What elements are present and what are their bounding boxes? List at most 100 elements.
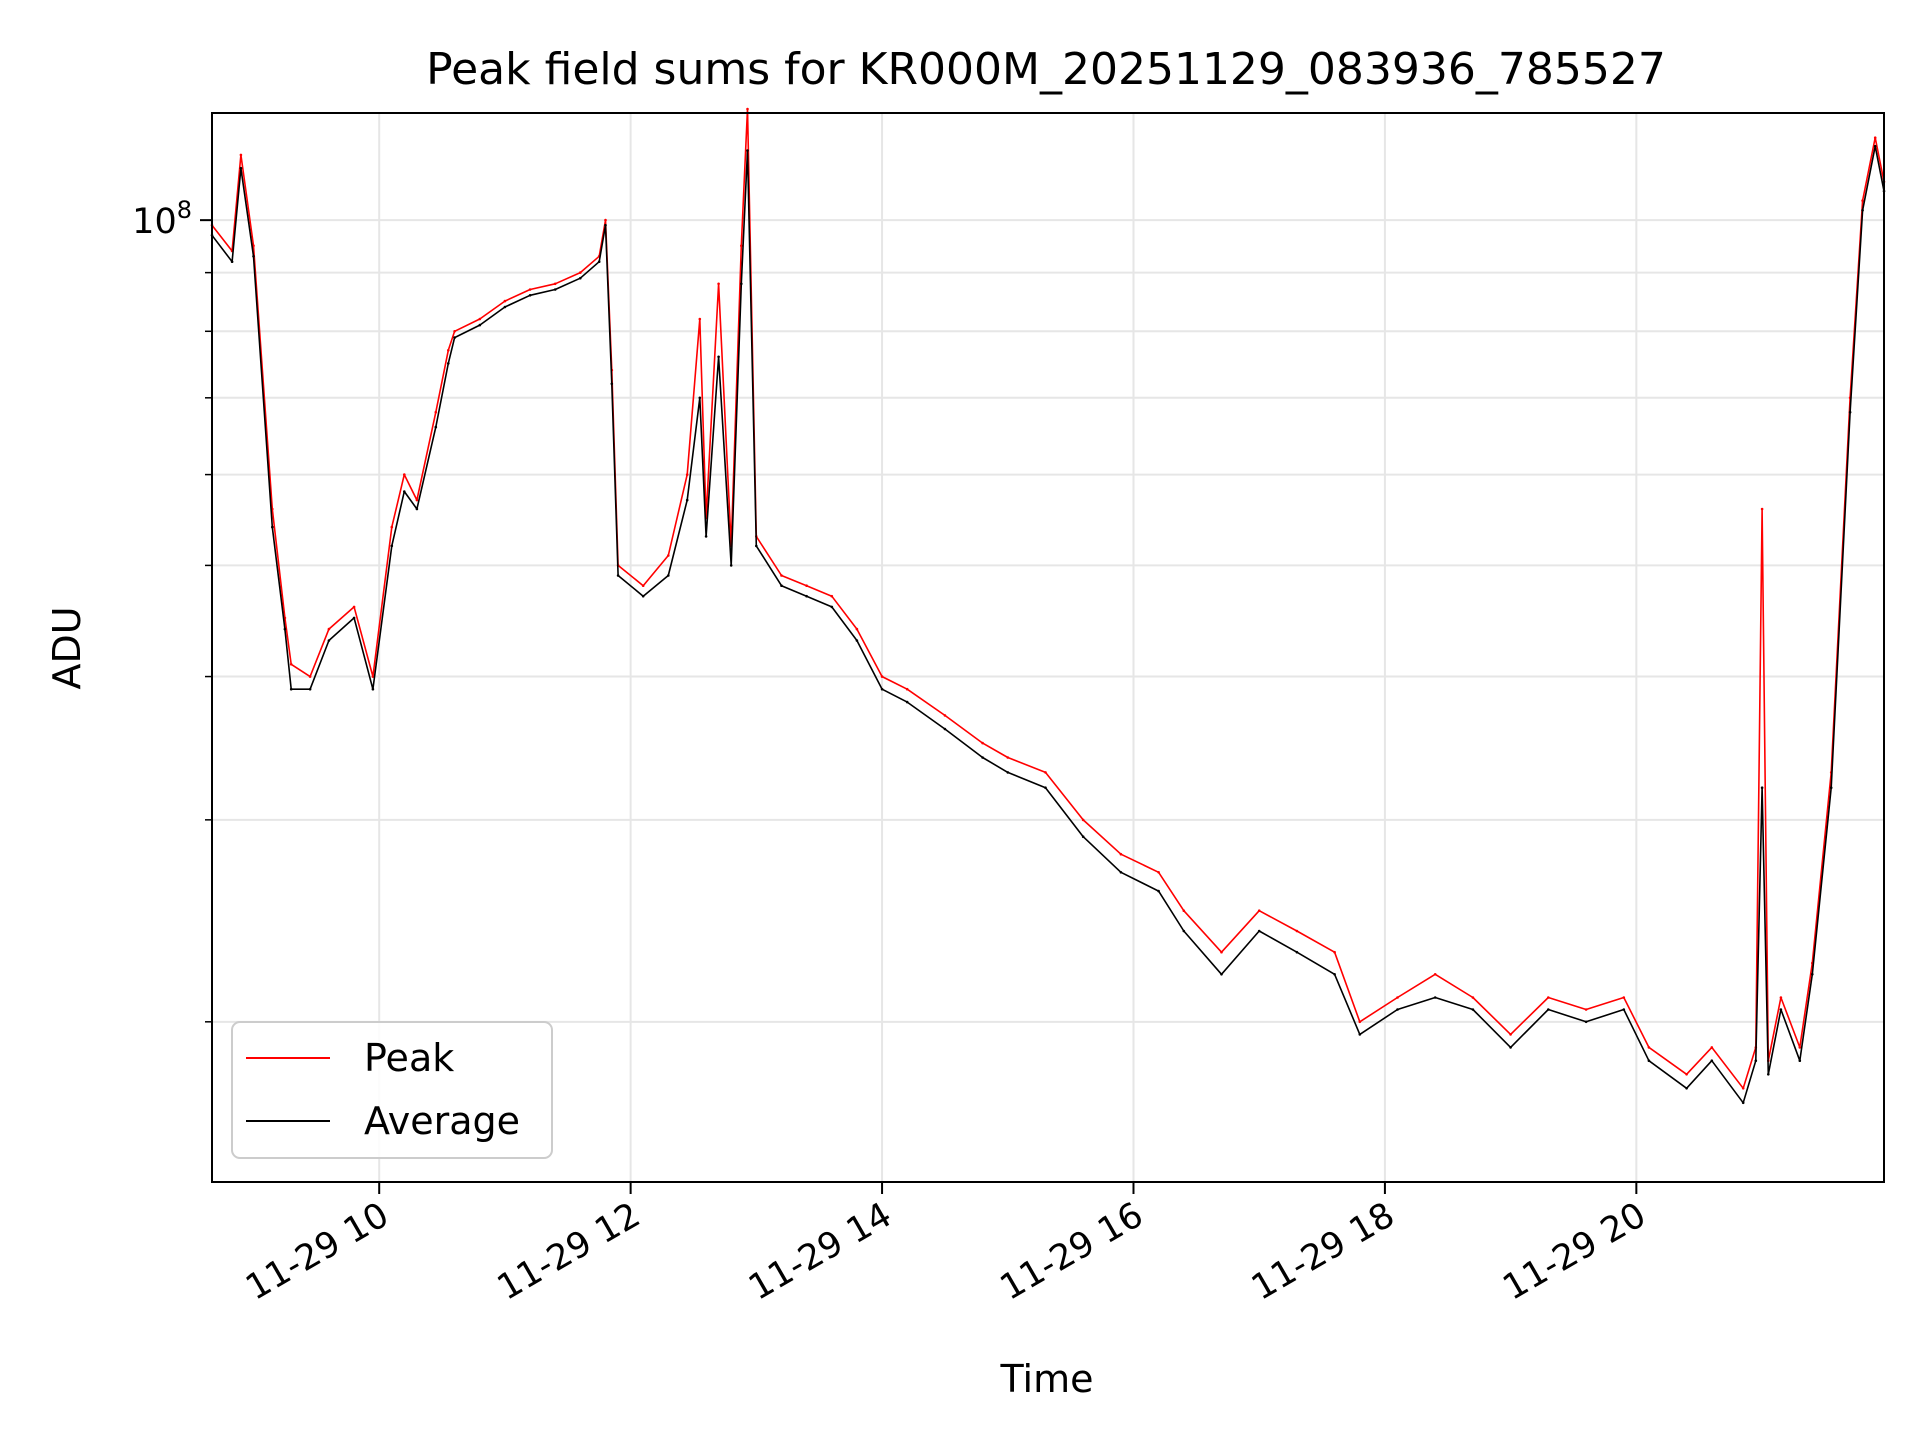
data-point-peak [1182,909,1186,912]
x-axis-ticks: 11-29 10 11-29 12 11-29 14 11-29 16 11-29 18… [239,1182,1653,1308]
data-point-peak [1798,1046,1802,1049]
data-point-average [1433,996,1437,999]
data-point-average [1182,929,1186,933]
data-point-peak [943,714,947,717]
data-point-peak [717,282,720,286]
data-point-average [447,362,450,365]
data-point-peak [880,675,884,678]
data-point-average [610,382,614,386]
data-point-average [371,687,375,691]
data-point-peak [503,299,507,303]
data-point-average [880,687,884,691]
legend-average-label: Average [364,1099,520,1143]
data-point-average [597,260,601,264]
y-axis-ticks: 108 [132,196,212,1023]
data-point-average [805,594,808,598]
data-point-average [271,525,274,529]
data-point-average [1584,1020,1588,1024]
data-point-average [1798,1059,1802,1062]
data-point-average [1471,1008,1475,1011]
data-point-average [1119,871,1123,874]
data-point-average [1741,1101,1745,1105]
data-point-peak [746,107,749,111]
data-point-peak [1333,950,1336,954]
data-point-peak [1471,996,1475,999]
data-point-peak [641,584,645,587]
data-point-average [704,535,708,538]
data-point-peak [239,153,243,157]
data-point-peak [830,594,834,598]
data-point-average [1873,144,1877,148]
data-point-peak [1710,1046,1714,1049]
data-point-peak [1685,1073,1688,1076]
data-point-peak [1006,756,1010,759]
data-point-peak [855,627,859,631]
data-point-average [503,305,507,309]
data-point-average [1647,1059,1651,1062]
data-point-peak [1622,996,1626,999]
data-point-peak [667,554,670,557]
data-point-average [252,254,255,258]
data-point-peak [390,525,394,529]
x-tick-label: 11-29 14 [742,1195,898,1308]
data-point-peak [1547,996,1550,999]
data-point-peak [415,498,419,502]
data-point-peak [740,244,743,247]
data-point-peak [1760,507,1764,511]
plot-area-frame [211,112,1885,1183]
data-point-average [641,594,645,598]
data-point-average [478,323,482,327]
data-point-average [1081,835,1085,838]
data-point-average [1295,950,1299,954]
data-point-average [1157,889,1160,893]
data-point-average [352,616,356,620]
data-point-average [981,756,984,759]
data-point-peak [434,410,438,414]
data-point-average [746,149,749,152]
data-point-average [579,276,582,280]
data-point-average [1861,209,1864,212]
data-point-peak [698,317,702,321]
chart-title: Peak field sums for KR000M_20251129_0839… [426,44,1666,95]
data-point-peak [327,627,331,631]
data-point-average [308,687,312,691]
x-tick-label: 11-29 12 [491,1195,647,1308]
data-point-average [1779,1008,1783,1011]
data-point-peak [1358,1020,1362,1024]
data-point-average [1622,1008,1626,1011]
data-point-average [390,544,394,548]
data-point-peak [1257,909,1261,912]
data-point-peak [1861,199,1864,202]
data-point-average [905,700,909,704]
data-point-average [289,687,293,691]
data-point-average [1333,973,1336,976]
data-point-average [780,584,783,587]
data-point-average [528,294,532,297]
data-point-peak [1220,950,1223,954]
data-point-average [830,605,834,609]
data-point-average [740,282,743,286]
data-point-average [327,639,331,642]
data-point-peak [553,282,557,286]
data-point-peak [1509,1033,1512,1036]
data-point-average [283,627,287,631]
data-point-average [685,498,689,502]
data-point-average [1760,786,1764,789]
data-point-average [1754,1059,1758,1062]
legend-frame [231,1021,553,1159]
data-point-average [1829,786,1833,789]
data-point-average [729,564,733,567]
data-point-average [1358,1033,1362,1036]
data-point-average [1257,929,1261,933]
grid [212,113,1884,1182]
x-tick-label: 11-29 10 [239,1195,395,1308]
data-point-average [1547,1008,1550,1011]
data-point-average [616,574,620,577]
data-point-peak [981,741,984,745]
data-point-average [1044,786,1047,789]
data-point-peak [371,675,375,678]
x-tick-label: 11-29 18 [1245,1195,1401,1308]
x-axis-label: Time [1000,1357,1094,1401]
legend-peak-label: Peak [364,1036,454,1080]
